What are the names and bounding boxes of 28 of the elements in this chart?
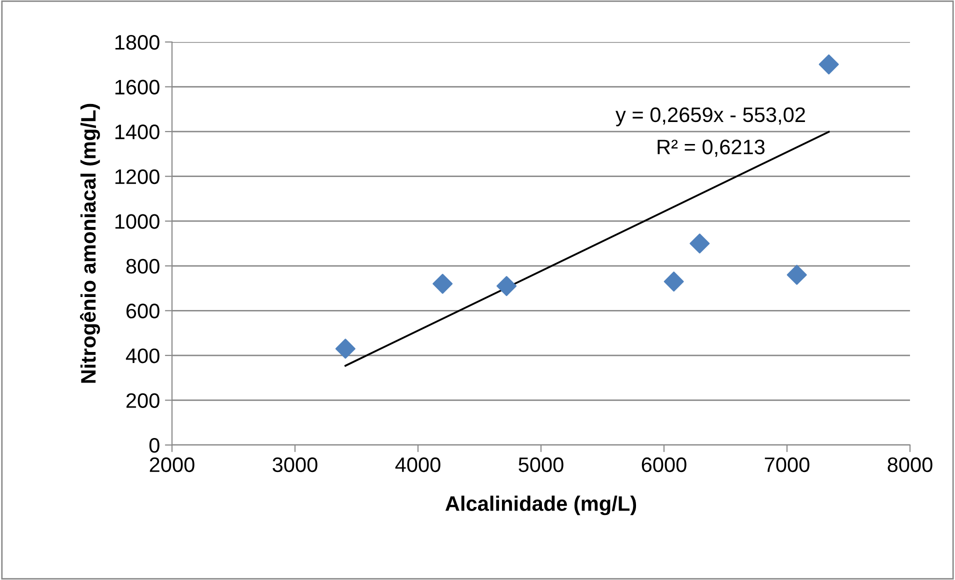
y-tick-label: 1600 xyxy=(115,80,160,95)
annotation: R² = 0,6213 xyxy=(658,140,765,157)
x-tick-label: 8000 xyxy=(888,457,932,472)
point xyxy=(818,54,839,74)
y-tick-label: 1200 xyxy=(115,169,160,184)
point xyxy=(432,274,453,294)
x-tick-label: 2000 xyxy=(150,457,194,472)
point xyxy=(496,276,517,296)
y-tick-label: 600 xyxy=(126,304,160,318)
y-tick-label: 1000 xyxy=(115,214,160,229)
point xyxy=(690,233,710,254)
x-tick-label: 5000 xyxy=(518,457,564,472)
x-tick-label: 3000 xyxy=(272,457,318,472)
x-tick-label: 4000 xyxy=(395,457,440,472)
x-axis-title: Alcalinidade (mg/L) xyxy=(445,496,636,516)
point xyxy=(786,264,807,285)
x-tick-label: 7000 xyxy=(764,457,810,472)
x-tick-label: 6000 xyxy=(642,457,686,472)
y-tick-label: 0 xyxy=(149,438,160,453)
annotation: y = 0,2659x - 553,02 xyxy=(616,107,805,126)
y-axis-title: Nitrogênio amoniacal (mg/L) xyxy=(80,104,100,383)
point xyxy=(664,272,684,292)
y-tick-label: 1800 xyxy=(115,35,160,50)
y-tick-label: 800 xyxy=(126,258,160,274)
y-tick-label: 200 xyxy=(126,393,160,408)
y-tick-label: 1400 xyxy=(115,124,160,140)
y-tick-label: 400 xyxy=(126,348,160,364)
point xyxy=(335,338,356,359)
